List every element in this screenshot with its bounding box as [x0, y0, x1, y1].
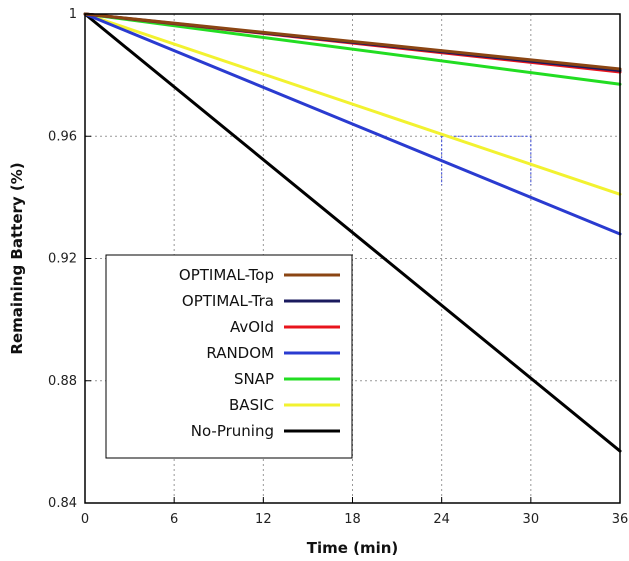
legend-label-basic: BASIC	[229, 396, 274, 414]
x-tick-label: 12	[255, 512, 272, 527]
y-tick-label: 1	[69, 7, 77, 22]
y-tick-label: 0.84	[48, 496, 77, 511]
legend-label-optimal-top: OPTIMAL-Top	[179, 266, 274, 284]
legend-label-no-pruning: No-Pruning	[191, 422, 274, 440]
legend-label-snap: SNAP	[234, 370, 274, 388]
x-tick-label: 24	[433, 512, 450, 527]
x-tick-label: 30	[523, 512, 540, 527]
x-tick-label: 36	[612, 512, 629, 527]
y-tick-label: 0.92	[48, 252, 77, 267]
series-line-random	[83, 12, 622, 236]
series-line-optimal-top	[83, 12, 622, 71]
legend-label-optimal-tra: OPTIMAL-Tra	[182, 292, 274, 310]
series-line-basic	[83, 12, 622, 196]
series-line-no-pruning	[83, 12, 622, 453]
x-axis-label: Time (min)	[307, 539, 399, 557]
x-axis-ticks: 0 6 12 18 24 30 36	[81, 497, 628, 527]
legend-box	[105, 254, 353, 459]
x-tick-label: 18	[344, 512, 361, 527]
legend-label-random: RANDOM	[206, 344, 274, 362]
y-tick-label: 0.88	[48, 374, 77, 389]
x-tick-label: 0	[81, 512, 89, 527]
series-lines	[83, 12, 622, 453]
y-axis-ticks: 0.84 0.88 0.92 0.96 1	[48, 7, 91, 511]
legend-label-avoid: AvOId	[230, 318, 274, 336]
legend: OPTIMAL-Top OPTIMAL-Tra AvOId RANDOM SNAP BAS…	[105, 254, 353, 459]
series-line-snap	[83, 12, 622, 86]
x-tick-label: 6	[170, 512, 178, 527]
y-axis-label: Remaining Battery (%)	[8, 162, 26, 354]
y-tick-label: 0.96	[48, 129, 77, 144]
